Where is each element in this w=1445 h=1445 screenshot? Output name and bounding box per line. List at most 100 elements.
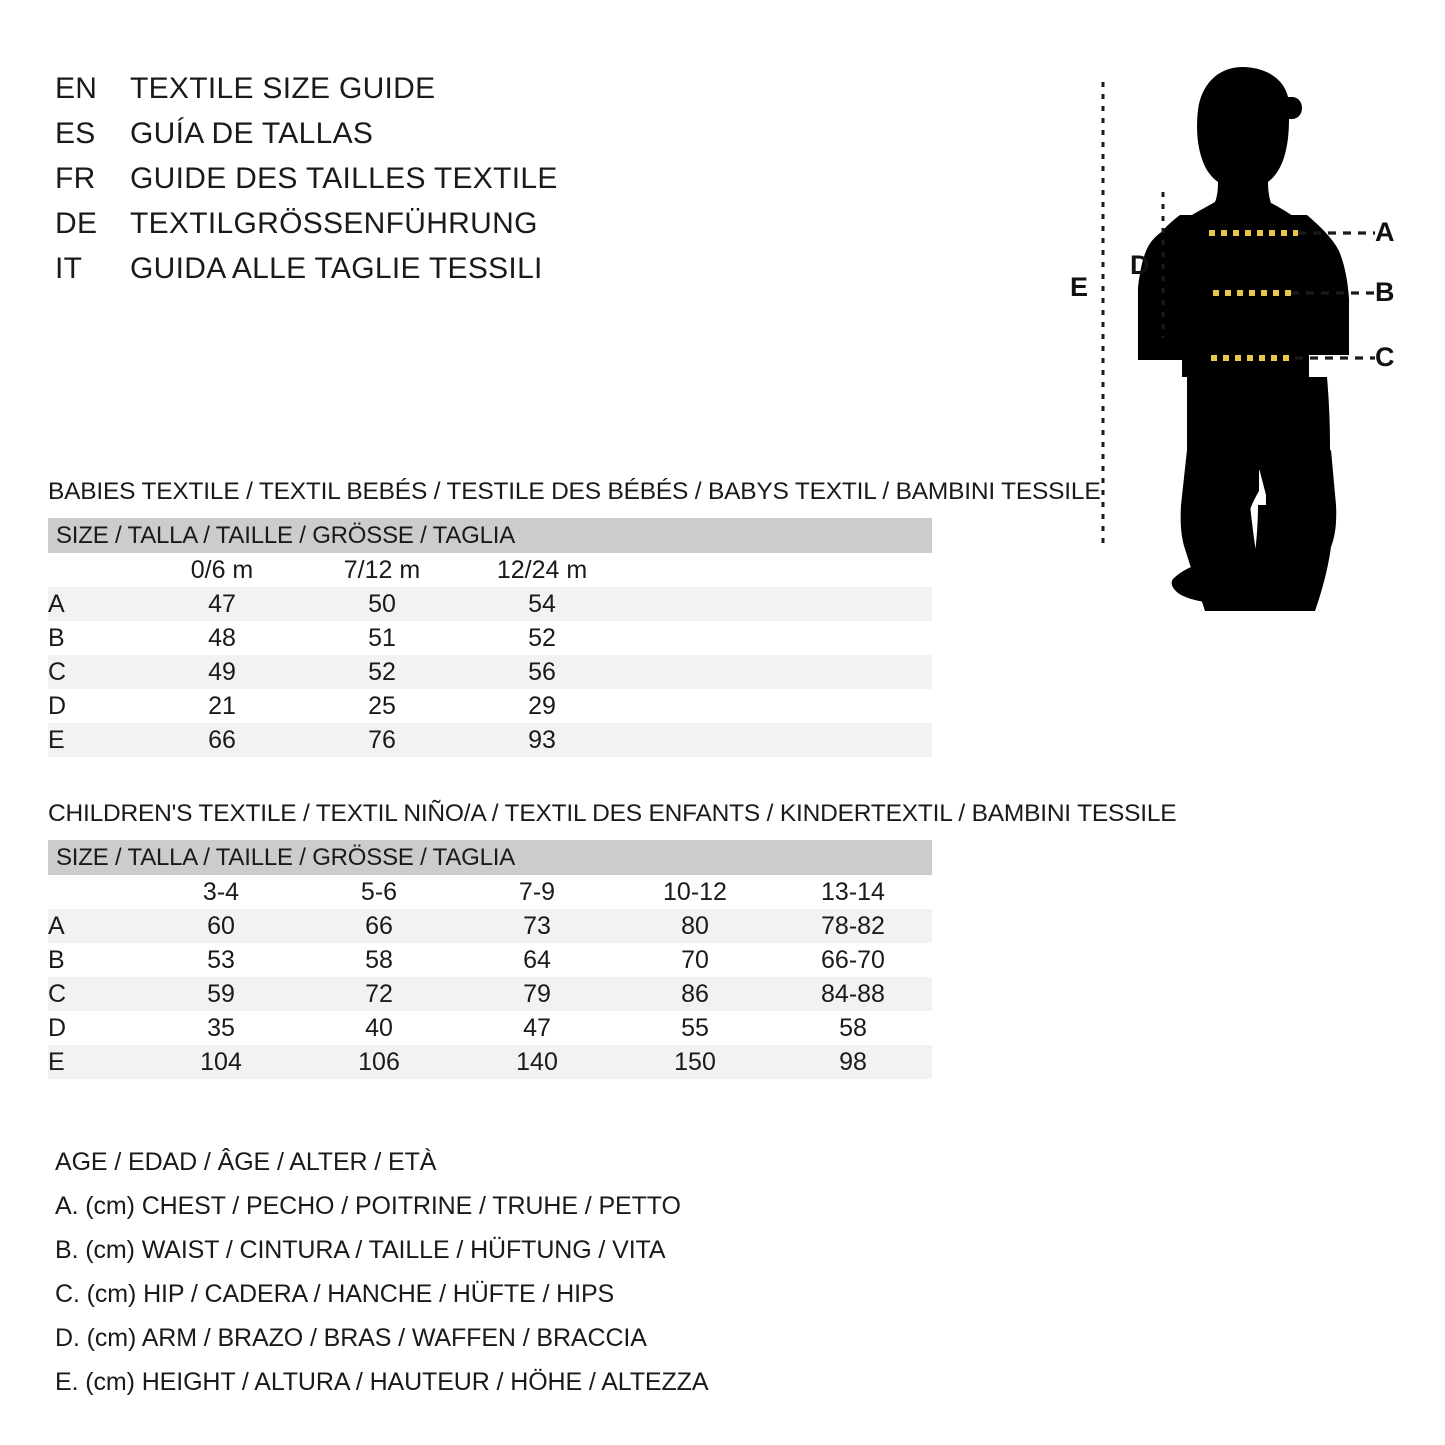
children-cell-e-3: 150 (616, 1045, 774, 1079)
title-row-en: EN TEXTILE SIZE GUIDE (55, 72, 675, 117)
legend-line-c-hip: C. (cm) HIP / CADERA / HANCHE / HÜFTE / … (55, 1280, 615, 1308)
title-text-de: TEXTILGRÖSSENFÜHRUNG (130, 207, 538, 240)
table-row: C 49 52 56 (48, 655, 932, 689)
measure-label-c: C (1375, 342, 1395, 372)
children-column-header-row: 3-4 5-6 7-9 10-12 13-14 (48, 875, 932, 909)
title-lang-de: DE (55, 207, 98, 240)
table-row: A 60 66 73 80 78-82 (48, 909, 932, 943)
babies-cell-a-1: 50 (302, 587, 462, 621)
babies-cell-c-2: 56 (462, 655, 622, 689)
babies-cell-d-2: 29 (528, 691, 556, 720)
babies-corner-cell (48, 553, 142, 587)
title-row-fr: FR GUIDE DES TAILLES TEXTILE (55, 162, 675, 207)
table-row: B 48 51 52 (48, 621, 932, 655)
children-cell-b-0: 53 (207, 945, 235, 974)
title-text-es: GUÍA DE TALLAS (130, 117, 374, 150)
measure-label-d: D (1130, 250, 1150, 280)
babies-cell-b-2: 52 (528, 623, 556, 652)
children-col-header-2: 7-9 (458, 875, 616, 909)
children-cell-a-1: 66 (300, 909, 458, 943)
babies-section-title: BABIES TEXTILE / TEXTIL BEBÉS / TESTILE … (48, 478, 1101, 505)
title-text-fr: GUIDE DES TAILLES TEXTILE (130, 162, 558, 195)
title-row-de: DE TEXTILGRÖSSENFÜHRUNG (55, 207, 675, 252)
legend-line-e-height: E. (cm) HEIGHT / ALTURA / HAUTEUR / HÖHE… (55, 1368, 709, 1396)
children-row-label-a: A (48, 909, 142, 943)
children-cell-e-4: 98 (774, 1045, 932, 1079)
measure-label-b: B (1375, 277, 1395, 307)
children-cell-e-1: 106 (300, 1045, 458, 1079)
title-lang-fr: FR (55, 162, 96, 195)
children-cell-c-4: 84-88 (774, 977, 932, 1011)
children-section-title: CHILDREN'S TEXTILE / TEXTIL NIÑO/A / TEX… (48, 800, 1177, 827)
title-lang-es: ES (55, 117, 96, 150)
child-silhouette-diagram (1101, 67, 1375, 611)
babies-cell-e-1: 76 (302, 723, 462, 757)
table-row: B 53 58 64 70 66-70 (48, 943, 932, 977)
table-row: E 66 76 93 (48, 723, 932, 757)
babies-cell-b-1: 51 (368, 623, 396, 652)
children-cell-d-4: 58 (839, 1013, 867, 1042)
children-cell-e-2: 140 (458, 1045, 616, 1079)
legend-line-d-arm: D. (cm) ARM / BRAZO / BRAS / WAFFEN / BR… (55, 1324, 647, 1352)
children-cell-d-3: 55 (681, 1013, 709, 1042)
babies-cell-a-0: 47 (142, 587, 302, 621)
children-cell-c-2: 79 (458, 977, 616, 1011)
babies-pad-cell (622, 587, 932, 621)
children-size-table: 3-4 5-6 7-9 10-12 13-14 A 60 66 73 80 78… (48, 875, 932, 1079)
children-cell-b-2: 64 (523, 945, 551, 974)
children-col-header-3: 10-12 (616, 875, 774, 909)
children-col-header-0: 3-4 (142, 875, 300, 909)
children-cell-b-3: 70 (681, 945, 709, 974)
children-col-header-1: 5-6 (300, 875, 458, 909)
childrens-textile-section: CHILDREN'S TEXTILE / TEXTIL NIÑO/A / TEX… (48, 800, 1177, 1079)
children-cell-e-0: 104 (142, 1045, 300, 1079)
legend-line-age: AGE / EDAD / ÂGE / ALTER / ETÀ (55, 1148, 437, 1176)
babies-textile-section: BABIES TEXTILE / TEXTIL BEBÉS / TESTILE … (48, 478, 1101, 757)
children-cell-a-4: 78-82 (774, 909, 932, 943)
table-row: A 47 50 54 (48, 587, 932, 621)
children-cell-d-1: 40 (365, 1013, 393, 1042)
children-row-label-c: C (48, 977, 142, 1011)
babies-col-header-0: 0/6 m (142, 553, 302, 587)
title-block: EN TEXTILE SIZE GUIDE ES GUÍA DE TALLAS … (55, 72, 675, 297)
title-lang-en: EN (55, 72, 98, 105)
babies-cell-c-0: 49 (142, 655, 302, 689)
children-cell-a-3: 80 (616, 909, 774, 943)
children-cell-c-1: 72 (300, 977, 458, 1011)
babies-row-label-e: E (48, 723, 142, 757)
table-row: D 35 40 47 55 58 (48, 1011, 932, 1045)
babies-size-table: 0/6 m 7/12 m 12/24 m A 47 50 54 B 48 51 … (48, 553, 932, 757)
children-size-header-bar: SIZE / TALLA / TAILLE / GRÖSSE / TAGLIA (48, 840, 932, 875)
babies-cell-d-0: 21 (208, 691, 236, 720)
babies-row-label-b: B (48, 623, 65, 652)
children-cell-d-2: 47 (523, 1013, 551, 1042)
measure-label-a: A (1375, 217, 1395, 247)
babies-pad-cell (622, 723, 932, 757)
children-col-header-4: 13-14 (774, 875, 932, 909)
babies-cell-a-2: 54 (462, 587, 622, 621)
babies-pad-cell (622, 621, 932, 655)
babies-cell-c-1: 52 (302, 655, 462, 689)
babies-column-header-row: 0/6 m 7/12 m 12/24 m (48, 553, 932, 587)
child-silhouette-icon (1138, 67, 1349, 611)
children-cell-a-2: 73 (458, 909, 616, 943)
babies-cell-e-0: 66 (142, 723, 302, 757)
babies-pad-cell (622, 553, 932, 587)
size-measurement-diagram: A B C D E (1045, 55, 1445, 615)
children-row-label-e: E (48, 1045, 142, 1079)
babies-row-label-c: C (48, 655, 142, 689)
children-row-label-d: D (48, 1013, 67, 1042)
children-cell-b-4: 66-70 (821, 945, 885, 974)
babies-size-header-bar: SIZE / TALLA / TAILLE / GRÖSSE / TAGLIA (48, 518, 932, 553)
children-cell-d-0: 35 (207, 1013, 235, 1042)
babies-cell-b-0: 48 (208, 623, 236, 652)
title-text-en: TEXTILE SIZE GUIDE (130, 72, 436, 105)
children-corner-cell (48, 875, 142, 909)
babies-cell-d-1: 25 (368, 691, 396, 720)
measurement-legend: AGE / EDAD / ÂGE / ALTER / ETÀ A. (cm) C… (55, 1140, 755, 1404)
children-cell-c-0: 59 (142, 977, 300, 1011)
title-row-it: IT GUIDA ALLE TAGLIE TESSILI (55, 252, 675, 297)
children-cell-c-3: 86 (616, 977, 774, 1011)
title-lang-it: IT (55, 252, 83, 285)
babies-cell-e-2: 93 (462, 723, 622, 757)
